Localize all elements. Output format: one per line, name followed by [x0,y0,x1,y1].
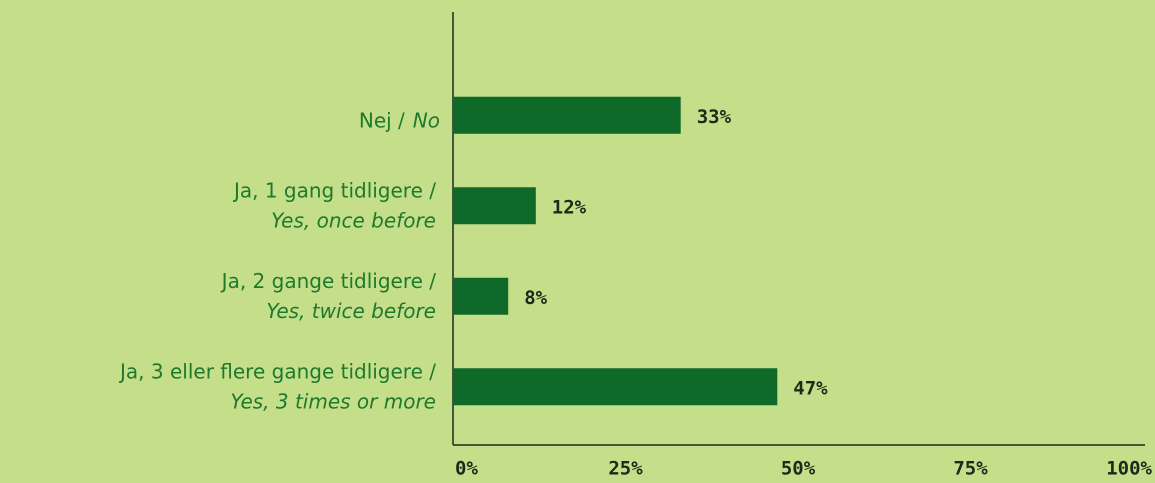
x-tick-label: 100% [1106,458,1152,480]
x-tick-label: 0% [455,458,478,480]
value-label: 12% [552,196,587,218]
category-translation: Yes, 3 times or more [230,389,436,413]
category-translation: Yes, twice before [266,299,436,323]
bar [453,368,778,406]
category-name: Ja, 3 eller flere gange tidligere / [118,359,436,383]
value-label: 47% [793,377,828,399]
bar [453,96,681,134]
category-label: Nej / No [359,108,440,132]
category-name: Nej / [359,108,405,132]
bar [453,187,536,225]
x-tick-label: 75% [953,458,988,480]
x-tick-label: 50% [781,458,816,480]
bar [453,277,509,315]
x-tick-label: 25% [608,458,643,480]
value-label: 8% [524,287,547,309]
category-translation: Yes, once before [271,208,436,232]
category-name: Ja, 1 gang tidligere / [232,178,436,202]
category-name: Ja, 2 gange tidligere / [220,269,437,293]
category-translation: No [413,108,440,132]
value-label: 33% [697,106,732,128]
